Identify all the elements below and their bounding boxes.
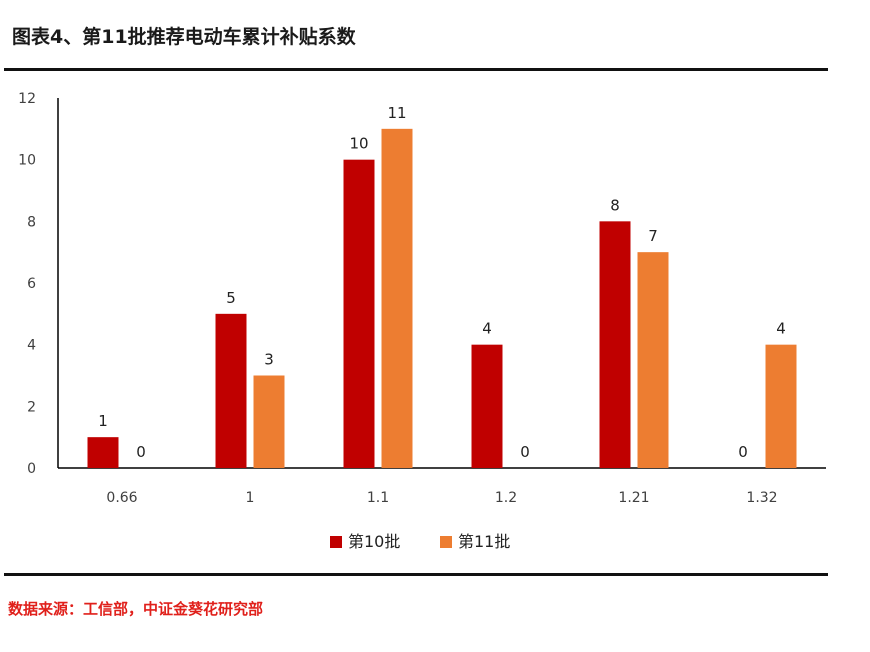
y-tick-label: 4 bbox=[27, 338, 36, 354]
bar-data-label: 7 bbox=[648, 227, 658, 245]
bar-data-label: 0 bbox=[738, 443, 748, 461]
bar-series-1 bbox=[215, 313, 247, 468]
x-tick-label: 1 bbox=[246, 490, 255, 506]
legend-swatch bbox=[440, 536, 452, 548]
y-tick-label: 8 bbox=[27, 214, 36, 230]
bar-data-label: 0 bbox=[520, 443, 530, 461]
y-tick-label: 10 bbox=[18, 153, 36, 169]
x-tick-label: 1.2 bbox=[495, 490, 517, 506]
bar-chart: 024681012100.6653110111.1401.2871.21041.… bbox=[18, 91, 826, 551]
bar-series-2 bbox=[765, 344, 797, 468]
x-tick-label: 1.1 bbox=[367, 490, 389, 506]
bar-data-label: 3 bbox=[264, 351, 274, 369]
x-tick-label: 1.21 bbox=[618, 490, 649, 506]
legend-label: 第11批 bbox=[458, 532, 510, 551]
bar-data-label: 5 bbox=[226, 289, 236, 307]
legend-label: 第10批 bbox=[348, 532, 400, 551]
bar-data-label: 10 bbox=[349, 135, 368, 153]
legend-swatch bbox=[330, 536, 342, 548]
bar-series-1 bbox=[599, 221, 631, 468]
bar-data-label: 4 bbox=[482, 320, 492, 338]
bar-series-1 bbox=[343, 159, 375, 468]
bar-data-label: 8 bbox=[610, 196, 620, 214]
x-tick-label: 0.66 bbox=[106, 490, 137, 506]
source-note: 数据来源：工信部，中证金葵花研究部 bbox=[8, 600, 264, 618]
top-rule bbox=[4, 68, 828, 71]
bar-data-label: 0 bbox=[136, 443, 146, 461]
bar-series-1 bbox=[87, 437, 119, 468]
figure-title: 图表4、第11批推荐电动车累计补贴系数 bbox=[12, 26, 356, 48]
bar-series-1 bbox=[471, 344, 503, 468]
x-tick-label: 1.32 bbox=[746, 490, 777, 506]
bar-data-label: 11 bbox=[387, 104, 406, 122]
bottom-rule bbox=[4, 573, 828, 576]
y-tick-label: 2 bbox=[27, 399, 36, 415]
bar-data-label: 1 bbox=[98, 412, 108, 430]
bar-series-2 bbox=[637, 252, 669, 468]
y-tick-label: 0 bbox=[27, 461, 36, 477]
y-tick-label: 12 bbox=[18, 91, 36, 107]
bar-series-2 bbox=[381, 128, 413, 469]
chart-container: 0 2 4 6 8 10 12 1 0 0.66 5 3 1 10 11 1.1 4 0 1.2 8 7 1.21 0 4 1.… bbox=[0, 72, 870, 570]
y-tick-label: 6 bbox=[27, 276, 36, 292]
bar-data-label: 4 bbox=[776, 320, 786, 338]
bar-series-2 bbox=[253, 375, 285, 468]
